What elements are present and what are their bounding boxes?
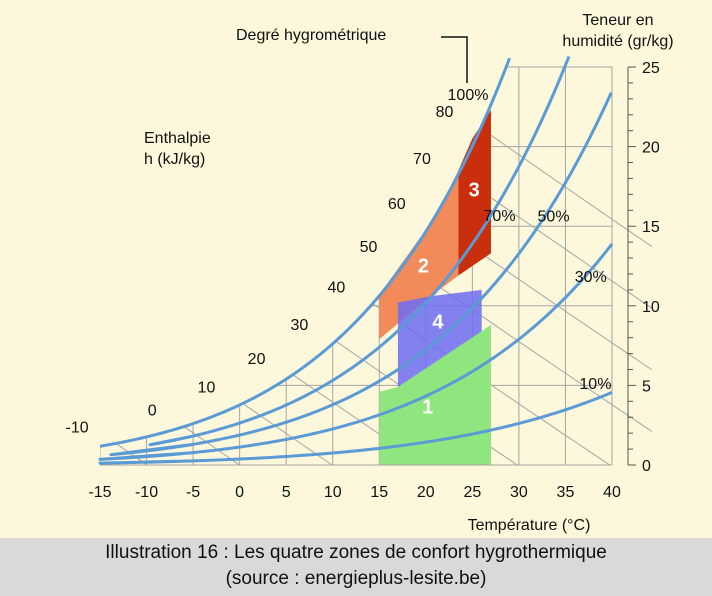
enthalpy-tick-label: 60 (388, 196, 406, 213)
rh-curve-50 (109, 92, 613, 457)
enthalpy-tick-label: 70 (413, 151, 431, 168)
enthalpy-line (100, 0, 333, 466)
x-tick-label: 15 (370, 484, 388, 501)
enthalpy-tick-label: 0 (148, 403, 157, 420)
x-tick-label: 30 (510, 484, 528, 501)
figure-caption: Illustration 16 : Les quatre zones de co… (0, 538, 712, 596)
enthalpy-tick-label: -10 (66, 420, 89, 437)
enthalpy-tick-label: 50 (360, 239, 378, 256)
rh-curve-label-70: 70% (484, 208, 516, 225)
rh-curve-label-100: 100% (448, 87, 489, 104)
comfort-zone-label-3: 3 (469, 180, 480, 202)
comfort-zone-label-4: 4 (432, 311, 444, 333)
x-tick-label: 5 (282, 484, 291, 501)
caption-line-1: Illustration 16 : Les quatre zones de co… (105, 542, 607, 563)
enthalpy-tick-label: 10 (198, 380, 216, 397)
y-tick-label: 20 (642, 140, 660, 157)
enthalpy-line (100, 0, 148, 466)
y-tick-label: 0 (642, 458, 651, 475)
y-tick-label: 10 (642, 299, 660, 316)
x-tick-label: 20 (417, 484, 435, 501)
y-tick-label: 15 (642, 219, 660, 236)
enthalpy-tick-label: 40 (327, 280, 345, 297)
enthalpy-title-line-2: h (kJ/kg) (144, 151, 205, 168)
rh-curve-label-50: 50% (538, 208, 570, 225)
enthalpy-tick-label: 80 (436, 104, 454, 121)
rh-curve-label-30: 30% (575, 269, 607, 286)
x-tick-label: 0 (235, 484, 244, 501)
x-tick-label: -5 (186, 484, 200, 501)
rh-curve-70 (148, 55, 571, 447)
enthalpy-line (100, 0, 425, 466)
y-axis-label-line-2: humidité (gr/kg) (562, 33, 673, 50)
x-tick-label: -15 (88, 484, 111, 501)
y-tick-label: 5 (642, 378, 651, 395)
rh-title-pointer (441, 36, 468, 83)
y-tick-label: 25 (642, 60, 660, 77)
comfort-zone-1 (379, 324, 491, 465)
caption-line-2: (source : energieplus-lesite.be) (225, 568, 487, 589)
rh-curve-100 (99, 57, 512, 448)
rh-curve-10 (98, 391, 613, 465)
enthalpy-tick-label: 30 (291, 317, 309, 334)
x-tick-label: 35 (557, 484, 575, 501)
rh-curve-30 (98, 243, 614, 461)
x-tick-label: 25 (463, 484, 481, 501)
comfort-zone-label-2: 2 (418, 255, 429, 277)
rh-curve-label-10: 10% (579, 376, 611, 393)
x-tick-label: 10 (324, 484, 342, 501)
enthalpy-tick-label: 20 (248, 351, 266, 368)
x-tick-label: -10 (135, 484, 158, 501)
comfort-zone-label-1: 1 (422, 397, 433, 419)
rh-title: Degré hygrométrique (236, 27, 386, 44)
x-axis-label: Température (°C) (468, 517, 591, 534)
enthalpy-title-line-1: Enthalpie (144, 130, 211, 147)
y-axis-label-line-1: Teneur en (582, 12, 653, 29)
x-tick-label: 40 (603, 484, 621, 501)
comfort-zone-3 (458, 109, 491, 276)
